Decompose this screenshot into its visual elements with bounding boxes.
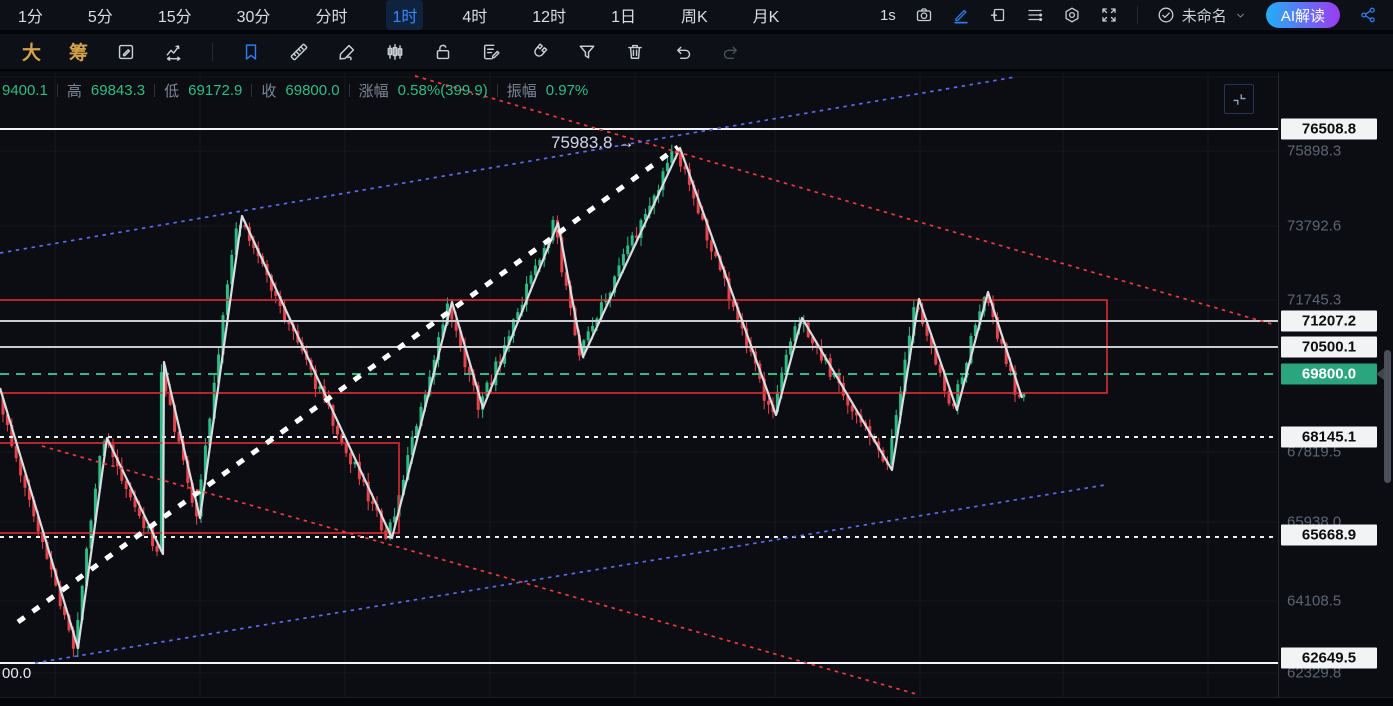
timeframe-5分[interactable]: 5分 [87,9,113,26]
timeframe-4时[interactable]: 4时 [462,9,488,26]
timeframe-月K[interactable]: 月K [752,9,780,26]
add-pane-icon[interactable] [989,6,1007,24]
high-value: 69843.3 [90,82,146,99]
annotation-price: 75983.8 [551,133,613,152]
timeframe-1时[interactable]: 1时 [386,0,424,30]
note-edit-icon[interactable] [481,42,501,62]
low-value: 69172.9 [188,82,243,99]
indicator-list-icon[interactable] [1026,6,1044,24]
chevron-down-icon [1234,9,1247,22]
amplitude-label: 振幅 [506,83,537,100]
line-price-label: 71207.2 [1281,310,1377,332]
toolbar-divider [1136,6,1138,24]
axis-tick: 64108.5 [1287,592,1342,610]
lock-open-icon[interactable] [433,42,453,62]
settings-icon[interactable] [1063,6,1081,24]
timeframe-group: 1分 5分 15分 30分 分时 1时 4时 12时 1日 周K 月K [0,0,785,30]
close-value: 69800.0 [285,82,340,99]
axis-tick: 71745.3 [1287,291,1342,309]
red-dotted-upper [414,75,1276,326]
line-price-label: 70500.1 [1281,336,1377,358]
candle-pattern-icon[interactable] [385,42,405,62]
redo-icon[interactable] [721,42,741,62]
price-annotation: 75983.8 → [551,133,634,153]
fullscreen-icon[interactable] [1100,6,1118,24]
timeframe-15分[interactable]: 15分 [157,9,192,26]
line-price-label: 76508.8 [1281,118,1377,140]
tool-da[interactable]: 大 [22,43,42,64]
left-line-price-label: 00.0 [2,665,32,682]
axis-tick: 62329.8 [1287,664,1342,682]
timeframe-分时[interactable]: 分时 [315,9,348,26]
trend-arrows-icon[interactable] [164,42,184,62]
top-toolbar: 1分 5分 15分 30分 分时 1时 4时 12时 1日 周K 月K 1s 未命名 AI解读 [0,0,1393,34]
axis-tick: 75898.3 [1287,142,1342,160]
ohlc-separator [251,84,253,97]
ruler-icon[interactable] [289,42,309,62]
chart-area[interactable]: 9400.1 高 69843.3 低 69172.9 收 69800.0 涨幅 0.58%(39… [0,73,1278,697]
change-label: 涨幅 [358,83,389,100]
red-dotted-lower [41,445,917,695]
layout-selector[interactable]: 未命名 [1157,5,1247,26]
low-label: 低 [164,83,180,100]
layout-name: 未命名 [1181,7,1227,25]
ohlc-separator [56,84,58,97]
line-price-label: 68145.1 [1281,426,1377,448]
high-label: 高 [66,83,82,100]
resolution-label[interactable]: 1s [879,6,896,24]
white-dotted-uptrend [16,144,680,625]
annotation-arrow-icon: → [617,133,635,152]
timeframe-周K[interactable]: 周K [680,9,708,26]
edit-cycle-icon[interactable] [116,42,136,62]
ohlc-separator [348,84,350,97]
filter-icon[interactable] [577,42,597,62]
zigzag-line [0,146,1024,650]
price-axis[interactable]: 75898.3 73792.6 71745.3 67819.5 65938.0 64108… [1278,73,1393,697]
draw-icon[interactable] [952,6,970,24]
ohlc-info: 9400.1 高 69843.3 低 69172.9 收 69800.0 涨幅 0.58%(39… [2,80,588,101]
timeframe-1分[interactable]: 1分 [18,9,43,26]
amplitude-value: 0.97% [545,82,589,99]
ai-analysis-button[interactable]: AI解读 [1265,2,1340,28]
camera-icon[interactable] [915,6,933,24]
open-value: 9400.1 [2,82,48,99]
tool-divider [212,42,214,61]
topbar-right-group: 1s 未命名 AI解读 [880,2,1393,28]
tool-chou[interactable]: 筹 [69,43,89,64]
undo-icon[interactable] [673,42,693,62]
close-label: 收 [261,83,277,100]
timeframe-1日[interactable]: 1日 [611,9,636,26]
restore-pane-icon[interactable] [1224,84,1254,114]
line-price-label: 62649.5 [1281,647,1377,669]
magnet-icon[interactable] [529,42,549,62]
timeframe-30分[interactable]: 30分 [236,9,271,26]
change-value: 0.58%(399.9) [397,82,488,99]
blue-dotted-upper [0,76,1016,254]
current-price-label: 69800.0 [1281,363,1377,385]
cloud-check-icon [1157,6,1175,24]
ohlc-separator [154,84,156,97]
bookmark-icon[interactable] [241,42,261,62]
axis-tick: 73792.6 [1287,217,1342,235]
drawing-toolbar: 大筹 [0,34,1393,71]
time-axis [0,697,1393,706]
line-price-label: 65668.9 [1281,524,1377,546]
share-icon[interactable] [1359,6,1377,24]
candlestick-chart[interactable] [0,73,1278,697]
drawn-rectangle [0,442,400,534]
ohlc-separator [496,84,498,97]
price-marker-arrow-icon [1376,368,1384,380]
pen-icon[interactable] [337,42,357,62]
price-scale-scrollbar[interactable] [1384,350,1391,483]
timeframe-12时[interactable]: 12时 [532,9,567,26]
trash-icon[interactable] [625,42,645,62]
axis-tick: 67819.5 [1287,443,1342,461]
